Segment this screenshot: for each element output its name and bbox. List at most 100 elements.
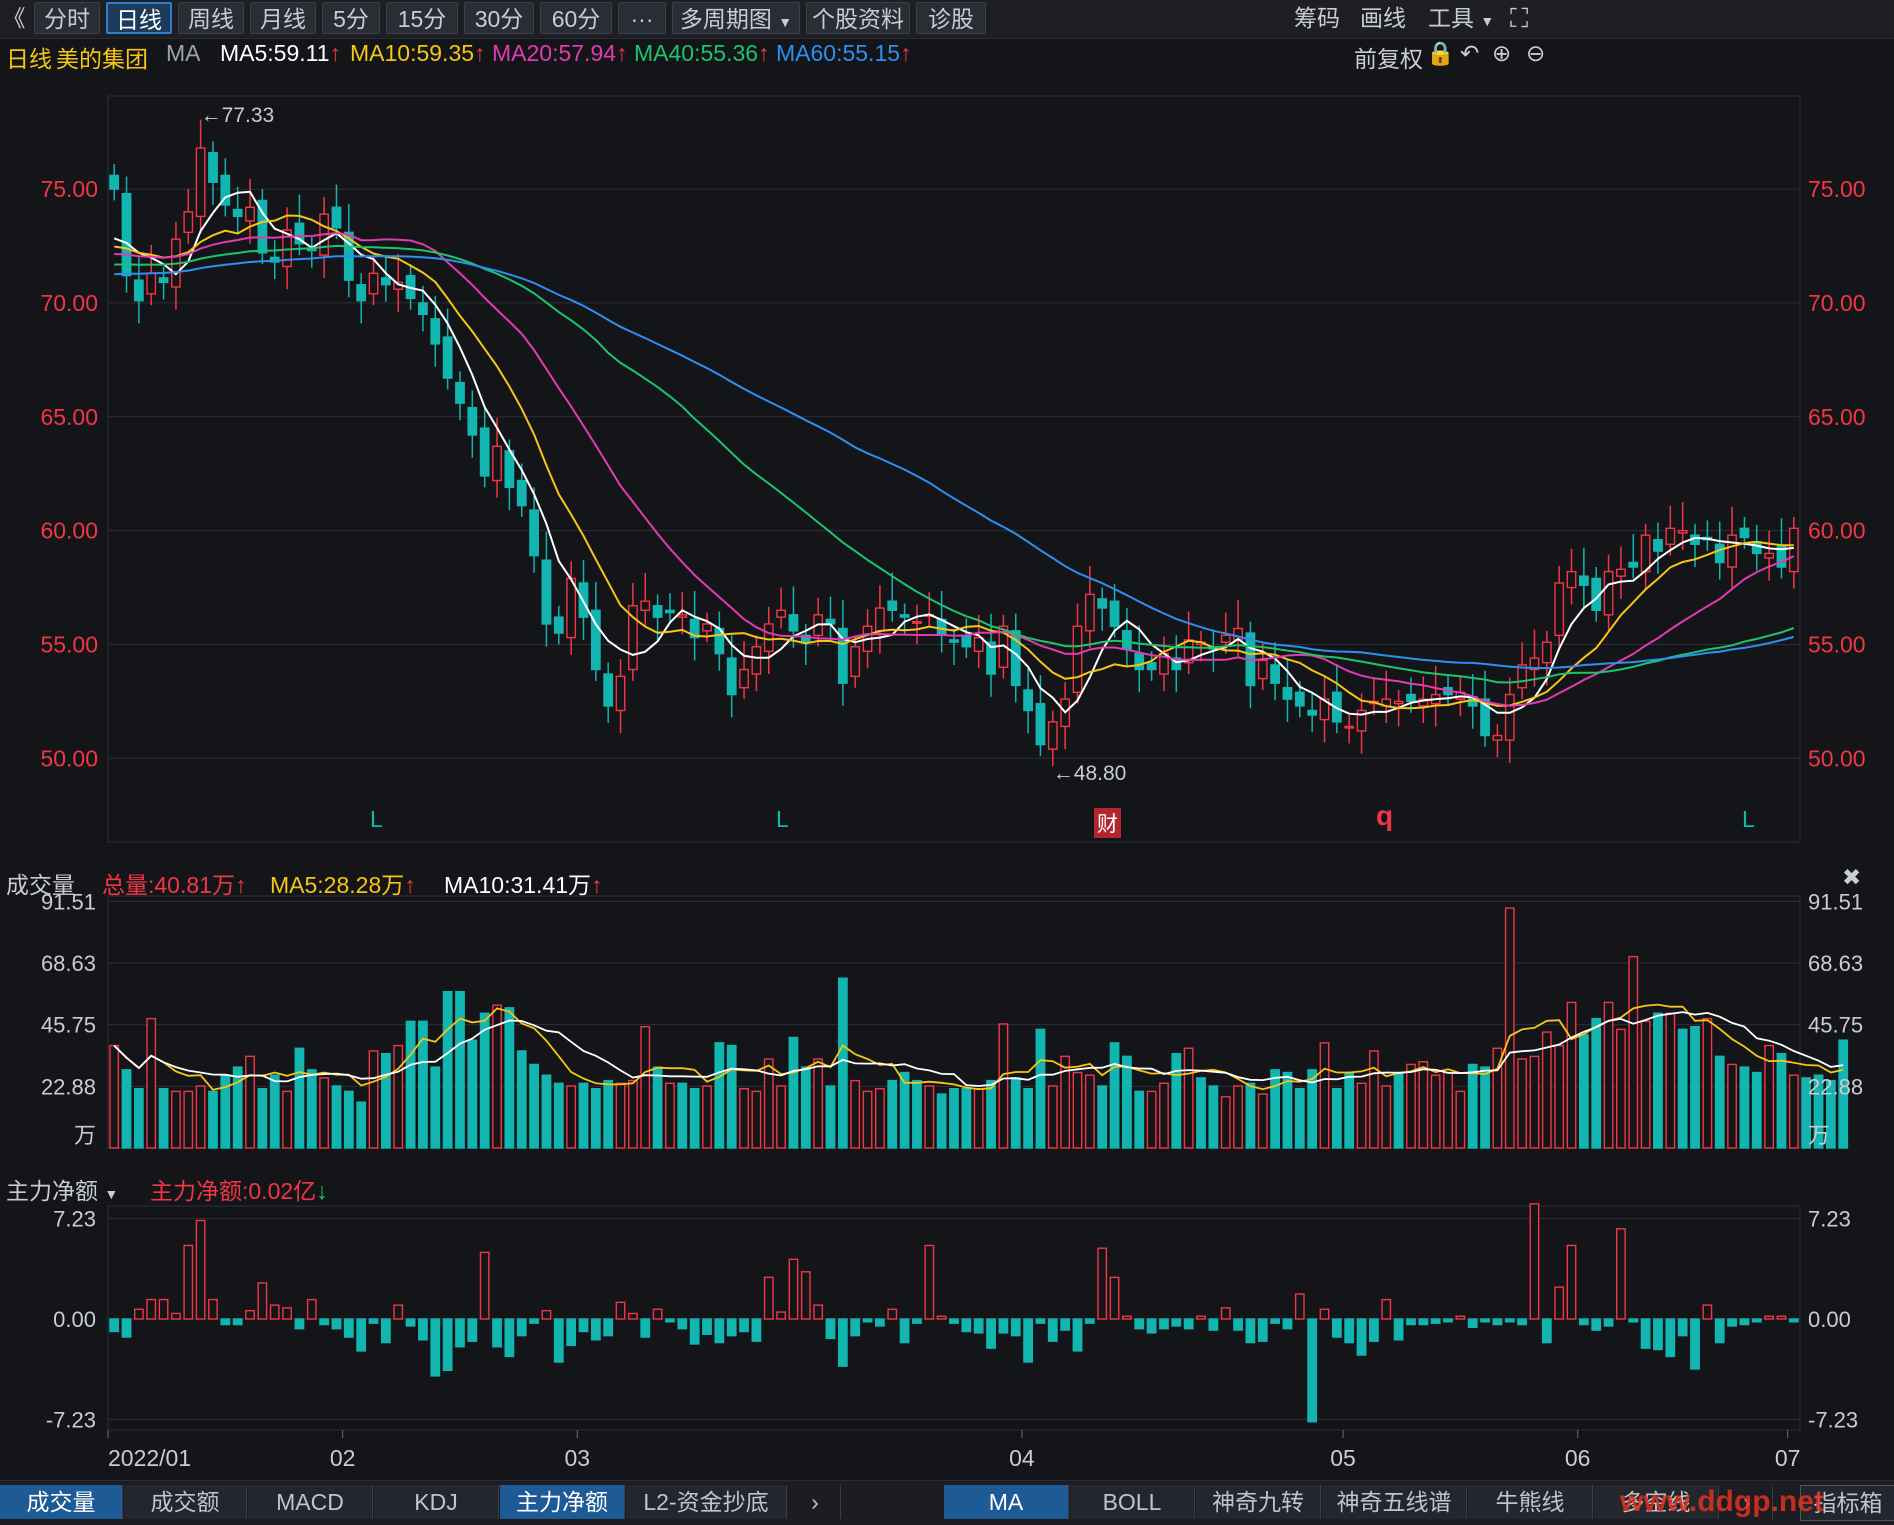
kline-chart[interactable]: 75.00 75.00 70.00 70.00 65.00 65.00 60.00 60.00… [0, 0, 1894, 1480]
volume-bar [442, 990, 453, 1149]
candle-body [1776, 545, 1787, 568]
volume-bar [726, 1044, 737, 1149]
tab-60min[interactable]: 60分 [540, 2, 612, 34]
undo-icon[interactable]: ↶ [1460, 40, 1480, 66]
netflow-bar [1010, 1318, 1021, 1337]
netflow-title[interactable]: 主力净额 ▼ [6, 1178, 119, 1204]
zoom-out-icon[interactable]: ⊖ [1526, 40, 1546, 66]
netflow-bar [1060, 1318, 1071, 1331]
candle-body [1653, 539, 1663, 552]
volume-bar [1504, 907, 1515, 1149]
netflow-bar [269, 1304, 280, 1320]
tab-magic-nine[interactable]: 神奇九转 [1196, 1485, 1321, 1519]
tab-5min[interactable]: 5分 [322, 2, 380, 34]
chips-button[interactable]: 筹码 [1294, 5, 1340, 31]
candle-body [1480, 698, 1490, 737]
stock-profile-button[interactable]: 个股资料 [806, 2, 910, 34]
candle-body [1504, 693, 1515, 741]
tab-30min[interactable]: 30分 [464, 2, 534, 34]
fullscreen-icon[interactable]: ⛶ [1510, 3, 1529, 33]
ma20-value: MA20:57.94↑ [492, 40, 628, 66]
volume-bar [1233, 1085, 1243, 1149]
volume-total: 总量:40.81万↑ [102, 872, 247, 898]
netflow-bar [504, 1318, 515, 1358]
indicator-box-button[interactable]: 指标箱 [1800, 1485, 1894, 1521]
volume-bar [1084, 1074, 1095, 1149]
tab-boll[interactable]: BOLL [1070, 1485, 1195, 1519]
diagnose-button[interactable]: 诊股 [916, 2, 986, 34]
netflow-bar [455, 1318, 465, 1348]
netflow-bar [183, 1244, 194, 1320]
tab-magic-five[interactable]: 神奇五线谱 [1322, 1485, 1467, 1519]
candle-body [751, 646, 762, 675]
chevron-right-icon[interactable]: › [1722, 1485, 1773, 1519]
tab-volume[interactable]: 成交量 [0, 1485, 123, 1519]
tab-daily[interactable]: 日线 [106, 2, 172, 34]
candle-body [1257, 659, 1268, 680]
netflow-bar [479, 1251, 490, 1320]
candle-body [590, 609, 601, 671]
marker-l[interactable]: L [370, 806, 383, 832]
tab-monthly[interactable]: 月线 [250, 2, 316, 34]
back-button[interactable]: 《 [2, 5, 26, 31]
financial-report-marker[interactable]: 财 [1094, 808, 1121, 838]
candle-body [492, 445, 502, 482]
tab-main-netflow[interactable]: 主力净额 [500, 1485, 625, 1519]
volume-bar [1047, 1085, 1058, 1149]
indicator-name[interactable]: MA [166, 40, 201, 66]
chevron-right-icon[interactable]: › [790, 1485, 841, 1519]
tab-ma[interactable]: MA [944, 1485, 1069, 1519]
volume-tick-left: 22.88 [41, 1074, 96, 1099]
tab-intraday[interactable]: 分时 [34, 2, 100, 34]
candle-body [1356, 709, 1367, 732]
volume-bar [1776, 1052, 1787, 1149]
volume-bar [640, 1025, 651, 1149]
netflow-bar [677, 1318, 688, 1330]
volume-bar [1294, 1087, 1305, 1149]
netflow-bar [1035, 1318, 1046, 1324]
volume-bar [627, 1079, 638, 1149]
multi-period-dropdown[interactable]: 多周期图 ▼ [672, 2, 800, 34]
volume-bar [1097, 1085, 1108, 1149]
netflow-bar [751, 1318, 762, 1342]
volume-bar [1010, 1077, 1021, 1149]
x-tick-label: 05 [1330, 1445, 1356, 1471]
volume-bar [1344, 1071, 1355, 1149]
volume-bar [751, 1090, 762, 1149]
adjust-mode[interactable]: 前复权 [1354, 46, 1423, 72]
volume-bar [1702, 1017, 1713, 1149]
marker-l[interactable]: L [1742, 806, 1755, 832]
netflow-bar [1529, 1203, 1540, 1320]
netflow-bar [1751, 1318, 1762, 1323]
volume-title[interactable]: 成交量 [6, 872, 75, 898]
candle-body [455, 381, 465, 404]
more-periods-button[interactable]: ··· [618, 2, 666, 34]
draw-line-button[interactable]: 画线 [1360, 5, 1406, 31]
tab-macd[interactable]: MACD [248, 1485, 373, 1519]
tab-weekly[interactable]: 周线 [178, 2, 244, 34]
netflow-bar [1331, 1318, 1342, 1338]
period-label: 日线 [6, 46, 52, 72]
volume-ma10: MA10:31.41万↑ [444, 872, 603, 898]
marker-q[interactable]: q [1376, 800, 1394, 831]
marker-l[interactable]: L [776, 806, 789, 832]
netflow-bar [1134, 1318, 1145, 1330]
tools-button[interactable]: 工具 ▼ [1428, 2, 1494, 34]
lock-icon[interactable]: 🔒 [1426, 40, 1455, 66]
tab-kdj[interactable]: KDJ [374, 1485, 499, 1519]
tab-bull-bear[interactable]: 牛熊线 [1468, 1485, 1593, 1519]
candle-body [1603, 570, 1614, 616]
candle-body [1109, 600, 1120, 627]
close-icon[interactable]: ✖ [1842, 864, 1862, 890]
zoom-in-icon[interactable]: ⊕ [1492, 40, 1512, 66]
tab-l2-capital[interactable]: L2-资金抄底 [626, 1485, 787, 1519]
netflow-bar [627, 1312, 638, 1320]
candle-body [949, 639, 959, 643]
volume-bar [714, 1042, 725, 1149]
tab-long-short[interactable]: 多空线 [1594, 1485, 1719, 1519]
netflow-tick-left: 0.00 [53, 1307, 96, 1332]
volume-bar [936, 1093, 947, 1149]
candle-body [109, 174, 120, 190]
tab-turnover[interactable]: 成交额 [124, 1485, 247, 1519]
tab-15min[interactable]: 15分 [386, 2, 458, 34]
